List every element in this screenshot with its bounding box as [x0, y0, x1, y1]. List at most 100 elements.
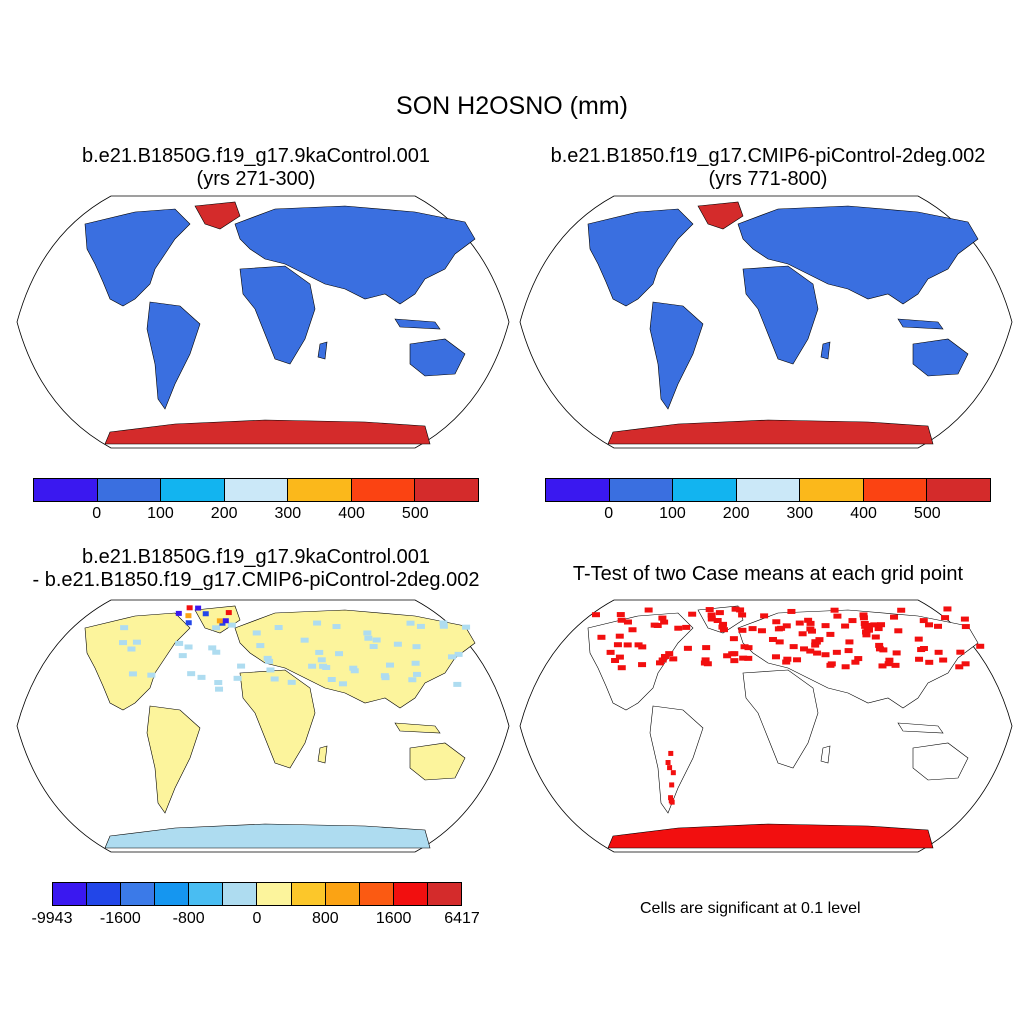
significant-cell	[667, 765, 673, 771]
land-antarctica	[104, 823, 431, 849]
colorbar-swatch	[291, 883, 326, 905]
diff-cell	[413, 671, 422, 677]
map-panel4	[518, 598, 1014, 854]
significant-cell	[845, 639, 854, 645]
significant-cell	[644, 607, 653, 613]
significant-cell	[939, 657, 948, 663]
diff-cell	[454, 651, 463, 657]
diff-cell	[369, 643, 378, 649]
significant-cell	[892, 650, 901, 656]
significant-cell	[623, 642, 632, 648]
significant-cell	[730, 658, 739, 664]
diff-cell	[313, 620, 322, 626]
significant-cell	[874, 626, 883, 632]
significant-cell	[793, 657, 802, 663]
significant-cell	[713, 618, 722, 624]
significant-cell	[961, 661, 970, 667]
significant-cell	[707, 616, 716, 622]
land-australia	[409, 742, 466, 781]
colorbar-swatch	[609, 479, 674, 501]
land-africa	[742, 265, 819, 365]
significant-cell	[702, 645, 711, 651]
colorbar-tick-label: -9943	[31, 910, 73, 927]
significant-cell	[670, 770, 676, 776]
significant-cell	[628, 627, 637, 633]
significant-cell	[862, 632, 871, 638]
diff-cell	[266, 667, 275, 673]
significant-cell	[748, 626, 757, 632]
significant-cell	[617, 665, 626, 671]
significant-cell	[919, 618, 928, 624]
colorbar-swatch	[97, 479, 162, 501]
significant-cell	[795, 620, 804, 626]
colorbar-tick-label: 100	[659, 505, 686, 522]
diff-cell	[411, 660, 420, 666]
significant-cell	[707, 612, 716, 618]
diff-cell	[212, 649, 221, 655]
colorbar-tick-label: 200	[722, 505, 750, 522]
colorbar-swatch	[673, 479, 737, 501]
diff-cell	[147, 672, 156, 678]
significant-cell	[862, 629, 871, 635]
land-indonesia	[897, 722, 944, 734]
colorbar-tick-label: 6417	[444, 910, 480, 927]
significant-cell	[851, 659, 860, 665]
diff-cell	[120, 625, 129, 631]
land-northAmerica	[84, 208, 191, 307]
diff-cell	[237, 663, 246, 669]
colorbar-panel1-labels: 0 100 200 300 400 500	[33, 505, 479, 527]
significant-cell	[798, 631, 807, 637]
land-northAmerica	[587, 208, 694, 307]
significant-cell	[787, 608, 796, 614]
diff-cell-strong	[222, 618, 229, 624]
significant-cell	[623, 619, 632, 625]
colorbar-swatch	[359, 883, 394, 905]
land-australia	[409, 338, 466, 377]
diff-cell-strong	[225, 610, 232, 616]
diff-cell-strong	[185, 620, 192, 626]
diff-cell	[127, 646, 136, 652]
colorbar-swatch	[87, 883, 122, 905]
colorbar-swatch	[257, 883, 292, 905]
diff-cell	[447, 654, 456, 660]
diff-cell	[412, 644, 421, 650]
colorbar-tick-label: 300	[786, 505, 814, 522]
diff-cell	[233, 675, 242, 681]
land-africa	[239, 669, 316, 769]
significant-cell	[723, 653, 732, 659]
significant-cell	[925, 622, 934, 628]
land-europeAsia	[737, 205, 979, 305]
significant-cell	[877, 622, 886, 628]
colorbar-tick-label: 200	[210, 505, 238, 522]
significant-cell	[740, 644, 749, 650]
land-australia	[912, 338, 969, 377]
significant-cell	[729, 636, 738, 642]
diff-cell	[252, 630, 261, 636]
panel3-title: b.e21.B1850G.f19_g17.9kaControl.001 - b.…	[0, 546, 512, 592]
colorbar-swatch	[325, 883, 360, 905]
significant-cell	[782, 623, 791, 629]
colorbar-swatch	[161, 479, 225, 501]
colorbar-panel2-labels: 0 100 200 300 400 500	[545, 505, 991, 527]
diff-cell	[372, 637, 381, 643]
diff-cell	[332, 624, 341, 630]
significant-cell	[682, 624, 691, 630]
significant-cell	[833, 613, 842, 619]
colorbar-tick-label: 0	[252, 910, 262, 927]
diff-cell	[132, 639, 141, 645]
colorbar-swatch	[53, 883, 88, 905]
panel2-title: b.e21.B1850.f19_g17.CMIP6-piControl-2deg…	[512, 145, 1024, 191]
significant-cell	[830, 607, 839, 613]
significant-cell	[875, 642, 884, 648]
land-southAmerica	[649, 301, 704, 410]
significant-cell	[806, 648, 815, 654]
significant-cell	[879, 647, 888, 653]
land-europeAsia	[234, 205, 476, 305]
diff-cell	[315, 649, 324, 655]
significant-cell	[848, 618, 857, 624]
significant-cell	[885, 657, 894, 663]
diff-cell	[381, 675, 390, 681]
land-northAmerica	[84, 612, 191, 711]
diff-cell	[128, 671, 137, 677]
significant-cell	[897, 607, 906, 613]
